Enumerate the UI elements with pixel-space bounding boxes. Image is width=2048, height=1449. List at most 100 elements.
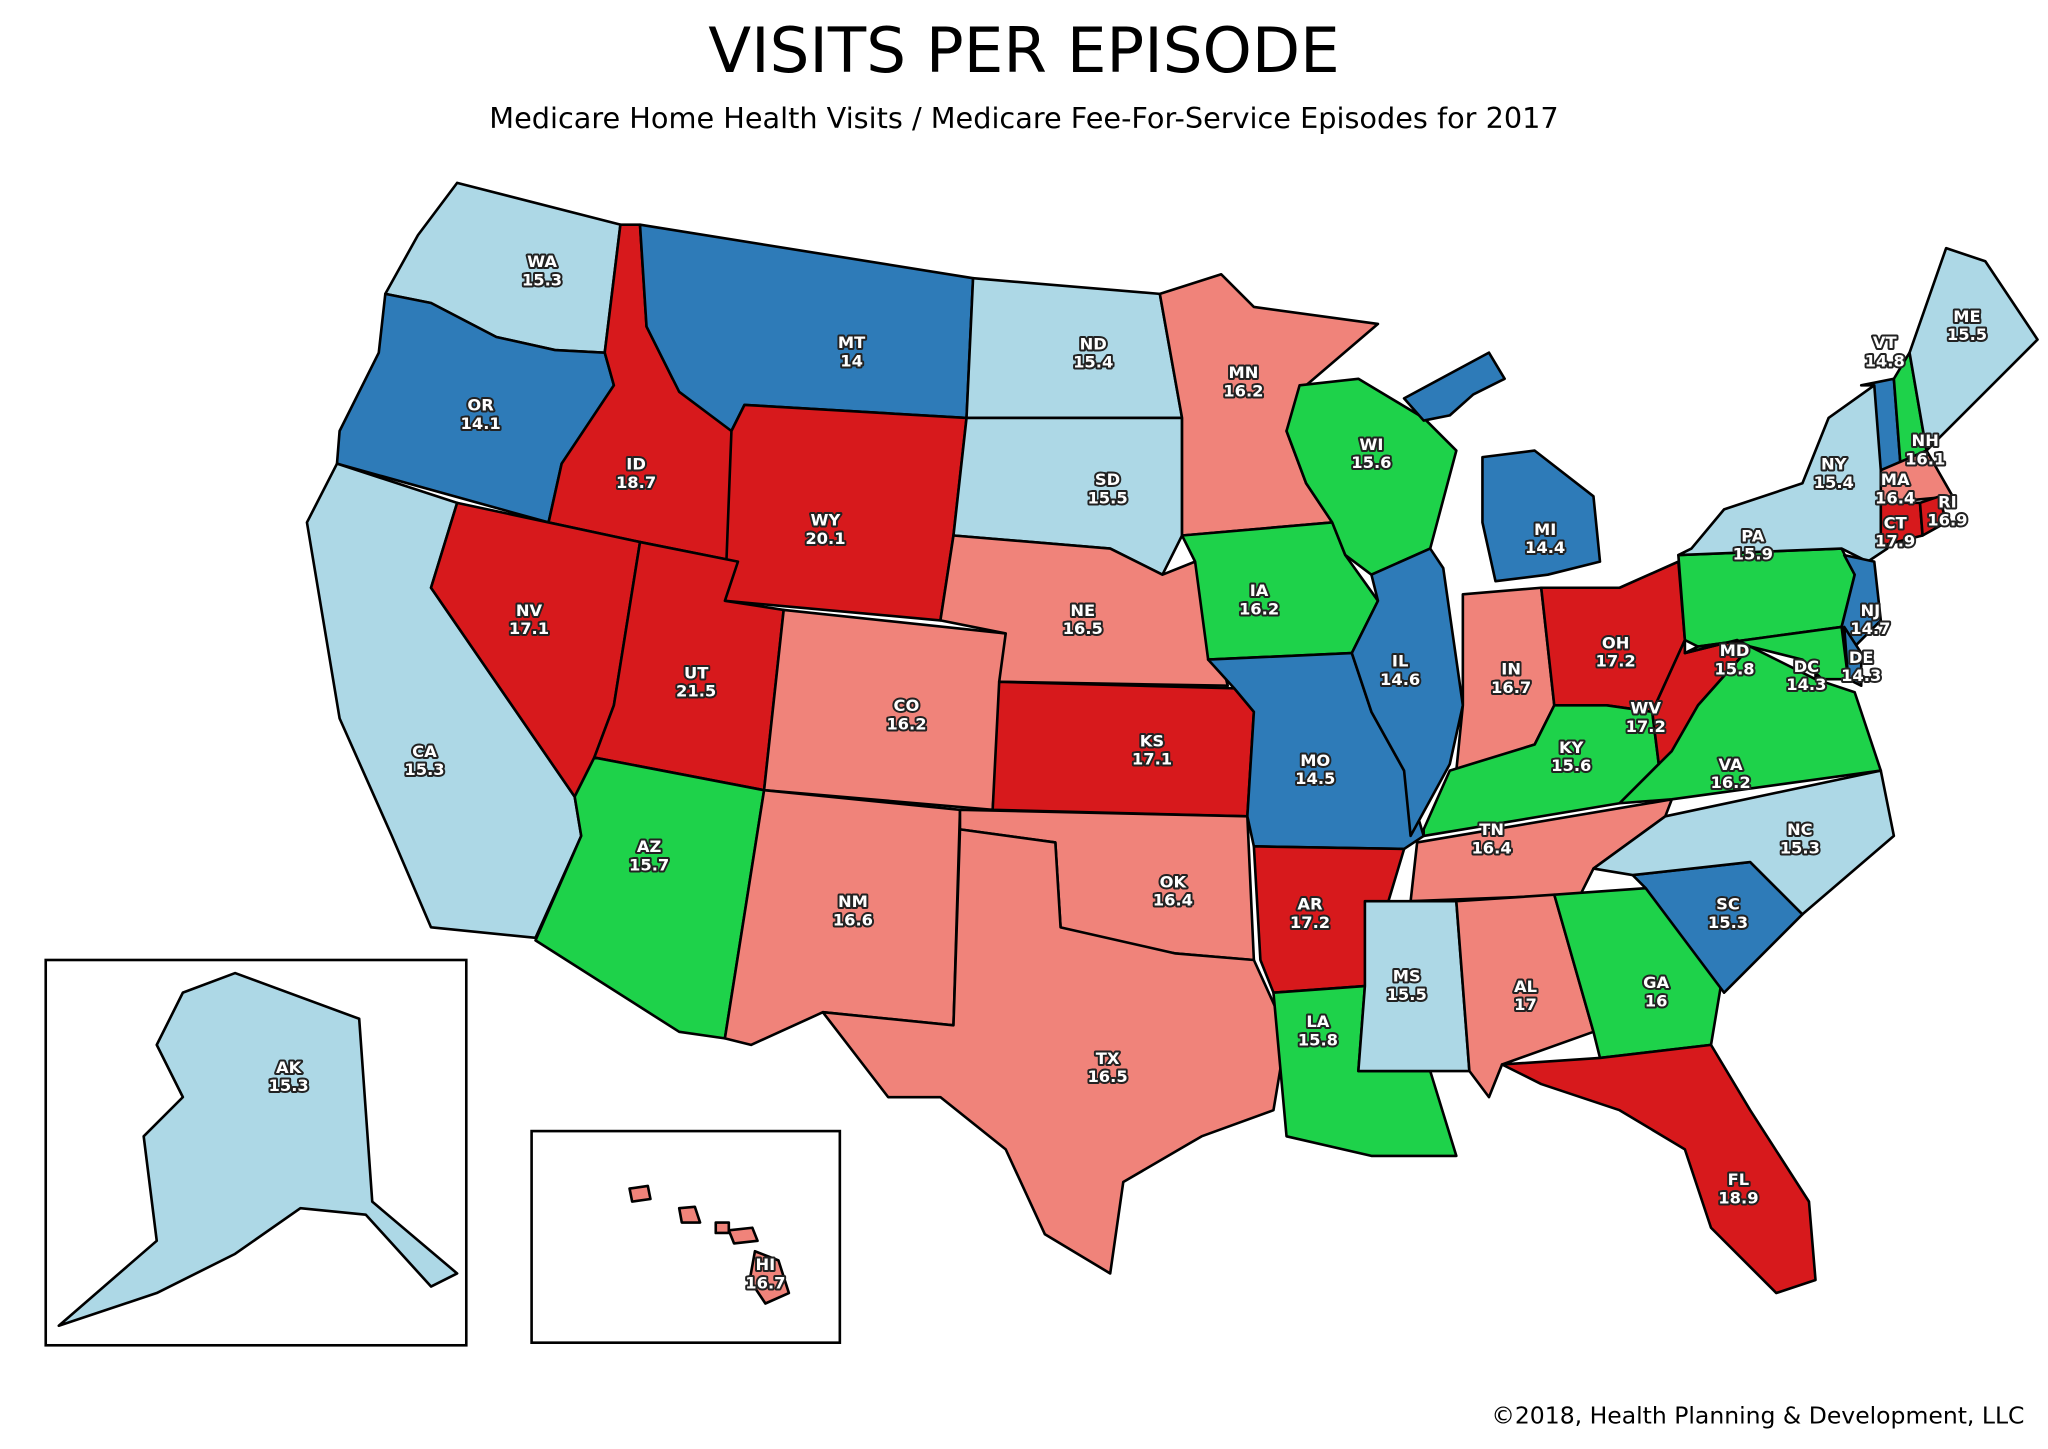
state-abbr: OR xyxy=(467,396,494,415)
state-abbr: GA xyxy=(1643,973,1669,992)
state-value: 17.2 xyxy=(1626,717,1666,736)
state-shape xyxy=(1879,449,1954,505)
state-abbr: WV xyxy=(1630,699,1661,718)
state-abbr: DC xyxy=(1794,657,1820,676)
state-abbr: NH xyxy=(1912,431,1939,450)
state-abbr: RI xyxy=(1938,492,1957,511)
state-value: 15.7 xyxy=(629,855,669,874)
state-value: 16 xyxy=(1645,991,1668,1010)
state-abbr: TN xyxy=(1479,820,1504,839)
state-value: 17.9 xyxy=(1875,532,1915,551)
state-value: 15.8 xyxy=(1298,1030,1338,1049)
state-abbr: UT xyxy=(684,663,709,682)
state-value: 15.4 xyxy=(1814,473,1854,492)
state-value: 15.6 xyxy=(1351,453,1391,472)
state-abbr: IA xyxy=(1250,581,1269,600)
state-abbr: MN xyxy=(1228,363,1258,382)
state-abbr: KS xyxy=(1140,731,1164,750)
state-value: 14.1 xyxy=(461,414,501,433)
state-abbr: CO xyxy=(894,696,920,715)
state-value: 15.9 xyxy=(1733,545,1773,564)
state-abbr: TX xyxy=(1096,1049,1120,1068)
state-abbr: OK xyxy=(1160,872,1188,891)
credit: ©2018, Health Planning & Development, LL… xyxy=(1491,1402,2024,1430)
state-abbr: WY xyxy=(811,511,841,530)
state-abbr: LA xyxy=(1306,1012,1329,1031)
state-abbr: VA xyxy=(1719,755,1744,774)
state-shape xyxy=(991,680,1256,818)
state-value: 15.3 xyxy=(404,760,444,779)
state-abbr: ME xyxy=(1953,307,1980,326)
state-value: 16.5 xyxy=(1087,1067,1127,1086)
state-abbr: NV xyxy=(516,601,543,620)
state-abbr: MS xyxy=(1393,966,1421,985)
state-value: 17 xyxy=(1514,995,1537,1014)
state-value: 15.5 xyxy=(1387,985,1427,1004)
state-abbr: NJ xyxy=(1860,601,1880,620)
state-abbr: IN xyxy=(1501,660,1521,679)
alaska-inset xyxy=(44,958,468,1347)
state-shape xyxy=(1683,625,1850,681)
state-shape xyxy=(1500,1043,1817,1295)
state-value: 21.5 xyxy=(676,682,716,701)
state-value: 16.1 xyxy=(1905,449,1945,468)
state-abbr: KY xyxy=(1559,738,1584,757)
state-value: 16.4 xyxy=(1153,891,1193,910)
state-value: 15.3 xyxy=(1780,838,1820,857)
state-abbr: FL xyxy=(1728,1170,1750,1189)
state-value: 17.2 xyxy=(1596,652,1636,671)
state-abbr: MD xyxy=(1720,641,1750,660)
states xyxy=(57,181,2039,1328)
state-abbr: PA xyxy=(1741,526,1764,545)
state-value: 15.8 xyxy=(1714,660,1754,679)
state-abbr: ND xyxy=(1080,334,1107,353)
labels: WA15.3OR14.1CA15.3ID18.7NV17.1MT14WY20.1… xyxy=(267,250,1990,1294)
state-value: 15.3 xyxy=(1708,913,1748,932)
state-value: 18.9 xyxy=(1718,1189,1758,1208)
state-value: 15.4 xyxy=(1073,353,1113,372)
state-value: 14.3 xyxy=(1786,675,1826,694)
state-abbr: OH xyxy=(1602,633,1630,652)
state-value: 17.1 xyxy=(1132,750,1172,769)
state-value: 14.4 xyxy=(1525,538,1565,557)
state-abbr: AL xyxy=(1514,977,1537,996)
state-abbr: AR xyxy=(1297,895,1323,914)
state-abbr: CA xyxy=(412,742,437,761)
state-value: 15.3 xyxy=(522,270,562,289)
state-abbr: AK xyxy=(276,1058,303,1077)
state-abbr: MO xyxy=(1300,751,1330,770)
state-abbr: MI xyxy=(1534,520,1556,539)
state-value: 15.5 xyxy=(1947,325,1987,344)
state-value: 14.3 xyxy=(1841,666,1881,685)
state-abbr: MA xyxy=(1881,470,1910,489)
state-value: 16.4 xyxy=(1471,838,1511,857)
state-value: 16.7 xyxy=(745,1273,785,1292)
state-value: 14.5 xyxy=(1295,769,1335,788)
state-abbr: SD xyxy=(1095,470,1120,489)
state-value: 15.5 xyxy=(1087,488,1127,507)
state-abbr: AZ xyxy=(637,837,662,856)
state-shape xyxy=(1402,351,1602,583)
state-abbr: WA xyxy=(527,252,557,271)
state-abbr: VT xyxy=(1873,333,1898,352)
state-value: 17.2 xyxy=(1290,913,1330,932)
state-abbr: NM xyxy=(838,892,868,911)
state-shape xyxy=(57,971,459,1328)
state-shape xyxy=(1908,246,2039,452)
state-value: 18.7 xyxy=(616,473,656,492)
state-value: 16.2 xyxy=(1239,599,1279,618)
state-value: 14.8 xyxy=(1865,351,1905,370)
state-abbr: SC xyxy=(1716,895,1740,914)
state-abbr: NE xyxy=(1070,601,1095,620)
state-shape xyxy=(762,608,1008,812)
hawaii-inset xyxy=(530,1129,842,1344)
title: VISITS PER EPISODE xyxy=(708,14,1339,87)
state-shape xyxy=(1350,547,1465,838)
state-value: 16.7 xyxy=(1491,678,1531,697)
state-abbr: HI xyxy=(756,1255,776,1274)
state-abbr: NY xyxy=(1821,454,1847,473)
state-shape xyxy=(965,276,1184,420)
state-shape xyxy=(723,403,968,622)
